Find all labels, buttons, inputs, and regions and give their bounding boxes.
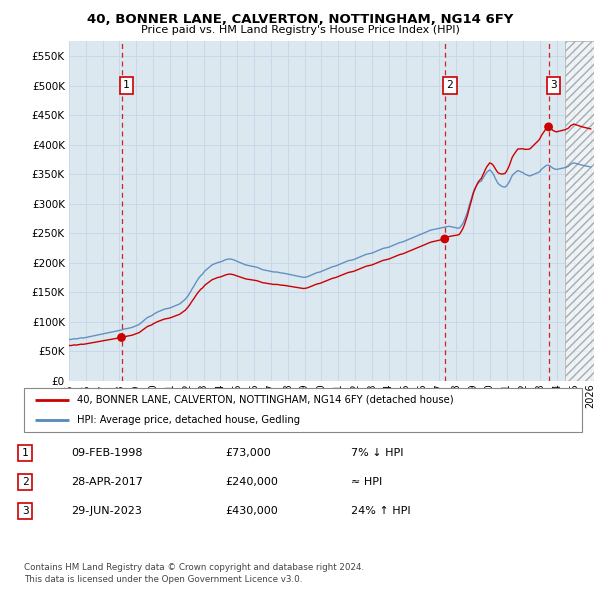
Text: 7% ↓ HPI: 7% ↓ HPI — [351, 448, 404, 458]
Text: 1: 1 — [22, 448, 29, 458]
Text: 28-APR-2017: 28-APR-2017 — [71, 477, 143, 487]
Text: 1: 1 — [123, 80, 130, 90]
Text: Contains HM Land Registry data © Crown copyright and database right 2024.
This d: Contains HM Land Registry data © Crown c… — [24, 563, 364, 584]
Text: 2: 2 — [446, 80, 453, 90]
Text: 3: 3 — [22, 506, 29, 516]
Text: 40, BONNER LANE, CALVERTON, NOTTINGHAM, NG14 6FY (detached house): 40, BONNER LANE, CALVERTON, NOTTINGHAM, … — [77, 395, 454, 405]
Text: £73,000: £73,000 — [225, 448, 271, 458]
Text: £430,000: £430,000 — [225, 506, 278, 516]
Point — [117, 333, 127, 342]
Text: 09-FEB-1998: 09-FEB-1998 — [71, 448, 142, 458]
Text: 3: 3 — [550, 80, 557, 90]
Text: Price paid vs. HM Land Registry's House Price Index (HPI): Price paid vs. HM Land Registry's House … — [140, 25, 460, 35]
Point — [440, 234, 449, 244]
FancyBboxPatch shape — [24, 388, 582, 432]
Text: 2: 2 — [22, 477, 29, 487]
Text: 24% ↑ HPI: 24% ↑ HPI — [351, 506, 410, 516]
Text: 40, BONNER LANE, CALVERTON, NOTTINGHAM, NG14 6FY: 40, BONNER LANE, CALVERTON, NOTTINGHAM, … — [87, 13, 513, 26]
Bar — [565, 41, 594, 381]
Text: HPI: Average price, detached house, Gedling: HPI: Average price, detached house, Gedl… — [77, 415, 300, 425]
Text: 29-JUN-2023: 29-JUN-2023 — [71, 506, 142, 516]
Bar — [565, 41, 594, 381]
Text: ≈ HPI: ≈ HPI — [351, 477, 382, 487]
Point — [544, 122, 553, 132]
Text: £240,000: £240,000 — [225, 477, 278, 487]
